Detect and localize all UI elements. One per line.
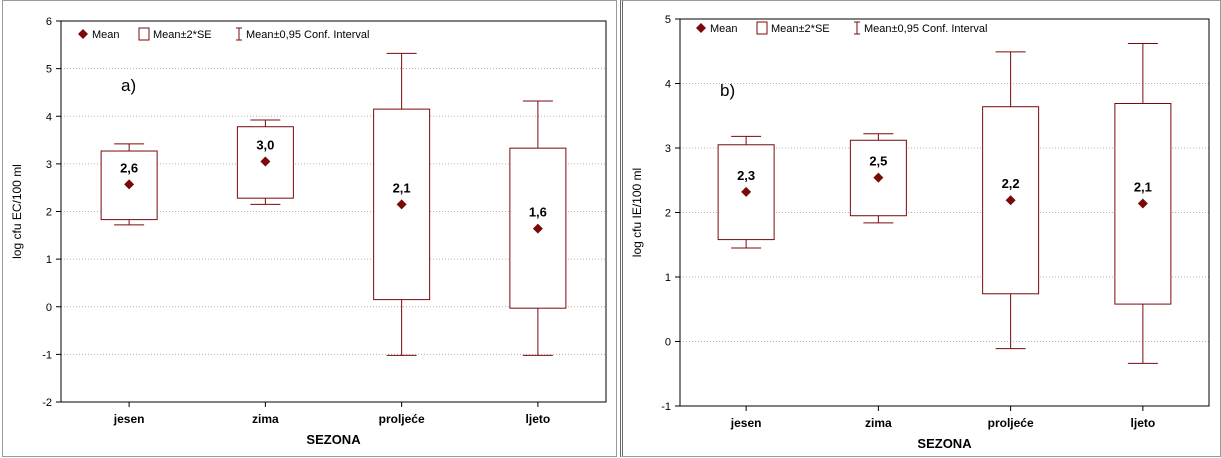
chart-panel-a: -2 -1 0 1 2 3 4 5 6 jesen zima proljeće ljeto SEZONA l… bbox=[2, 0, 617, 457]
x-category-label: zima bbox=[252, 412, 279, 426]
x-category-label: ljeto bbox=[526, 412, 551, 426]
mean-data-label: 2,1 bbox=[393, 180, 411, 195]
legend-se-label: Mean±2*SE bbox=[153, 29, 212, 41]
mean-data-label: 2,2 bbox=[1002, 176, 1020, 191]
legend-se-label: Mean±2*SE bbox=[771, 23, 830, 35]
y-tick-label: 0 bbox=[46, 302, 52, 314]
x-category-label: zima bbox=[865, 416, 892, 430]
legend-mean-label: Mean bbox=[710, 23, 738, 35]
chart-b-svg: -1 0 1 2 3 4 5 jesen zima proljeće ljeto SEZONA log … bbox=[630, 14, 1210, 451]
chart-panel-b: -1 0 1 2 3 4 5 jesen zima proljeće ljeto SEZONA log … bbox=[620, 0, 1221, 457]
x-category-label: jesen bbox=[730, 416, 762, 430]
mean-marker bbox=[1005, 195, 1016, 206]
y-tick-label: -1 bbox=[42, 349, 52, 361]
x-category-label: jesen bbox=[113, 412, 145, 426]
mean-data-label: 2,3 bbox=[737, 168, 755, 183]
x-category-label: ljeto bbox=[1131, 416, 1156, 430]
mean-marker bbox=[532, 223, 543, 234]
chart-a-svg: -2 -1 0 1 2 3 4 5 6 jesen zima proljeće ljeto SEZONA l… bbox=[10, 16, 607, 447]
y-tick-label: -2 bbox=[42, 397, 52, 409]
legend-mean-marker bbox=[696, 23, 706, 33]
plot-frame bbox=[60, 20, 607, 403]
legend-ci-label: Mean±0,95 Conf. Interval bbox=[246, 29, 369, 41]
mean-data-label: 2,5 bbox=[869, 154, 887, 169]
y-tick-label: 6 bbox=[46, 16, 52, 28]
mean-marker bbox=[1137, 198, 1148, 209]
mean-marker bbox=[741, 186, 752, 197]
y-tick-label: 4 bbox=[46, 111, 52, 123]
mean-data-label: 3,0 bbox=[256, 137, 274, 152]
legend-se-box bbox=[138, 27, 150, 41]
y-tick-label: 3 bbox=[665, 143, 671, 155]
panel-label: b) bbox=[720, 81, 735, 100]
se2-box bbox=[100, 150, 158, 221]
y-tick-label: 1 bbox=[46, 254, 52, 266]
legend-se-box bbox=[756, 21, 768, 35]
x-axis-title: SEZONA bbox=[917, 436, 972, 451]
mean-data-label: 2,1 bbox=[1134, 179, 1152, 194]
y-tick-label: 3 bbox=[46, 159, 52, 171]
y-tick-label: 0 bbox=[665, 337, 671, 349]
legend-ci-label: Mean±0,95 Conf. Interval bbox=[864, 23, 987, 35]
panel-label: a) bbox=[121, 76, 136, 95]
legend-mean-label: Mean bbox=[92, 29, 120, 41]
y-axis-title: log cfu EC/100 ml bbox=[10, 164, 24, 259]
mean-marker bbox=[396, 199, 407, 210]
legend-mean-marker bbox=[78, 29, 88, 39]
x-category-label: proljeće bbox=[379, 412, 425, 426]
mean-data-label: 2,6 bbox=[120, 160, 138, 175]
x-axis-title: SEZONA bbox=[306, 432, 361, 447]
y-tick-label: 5 bbox=[46, 64, 52, 76]
plot-frame bbox=[679, 18, 1210, 407]
y-tick-label: 2 bbox=[46, 207, 52, 219]
mean-data-label: 1,6 bbox=[529, 205, 547, 220]
y-tick-label: -1 bbox=[661, 401, 671, 413]
mean-marker bbox=[873, 172, 884, 183]
y-tick-label: 5 bbox=[665, 14, 671, 26]
x-category-label: proljeće bbox=[988, 416, 1034, 430]
y-tick-label: 4 bbox=[665, 79, 671, 91]
y-tick-label: 1 bbox=[665, 272, 671, 284]
y-tick-label: 2 bbox=[665, 208, 671, 220]
mean-marker bbox=[124, 179, 135, 190]
y-axis-title: log cfu IE/100 ml bbox=[630, 168, 644, 257]
mean-marker bbox=[260, 156, 271, 167]
